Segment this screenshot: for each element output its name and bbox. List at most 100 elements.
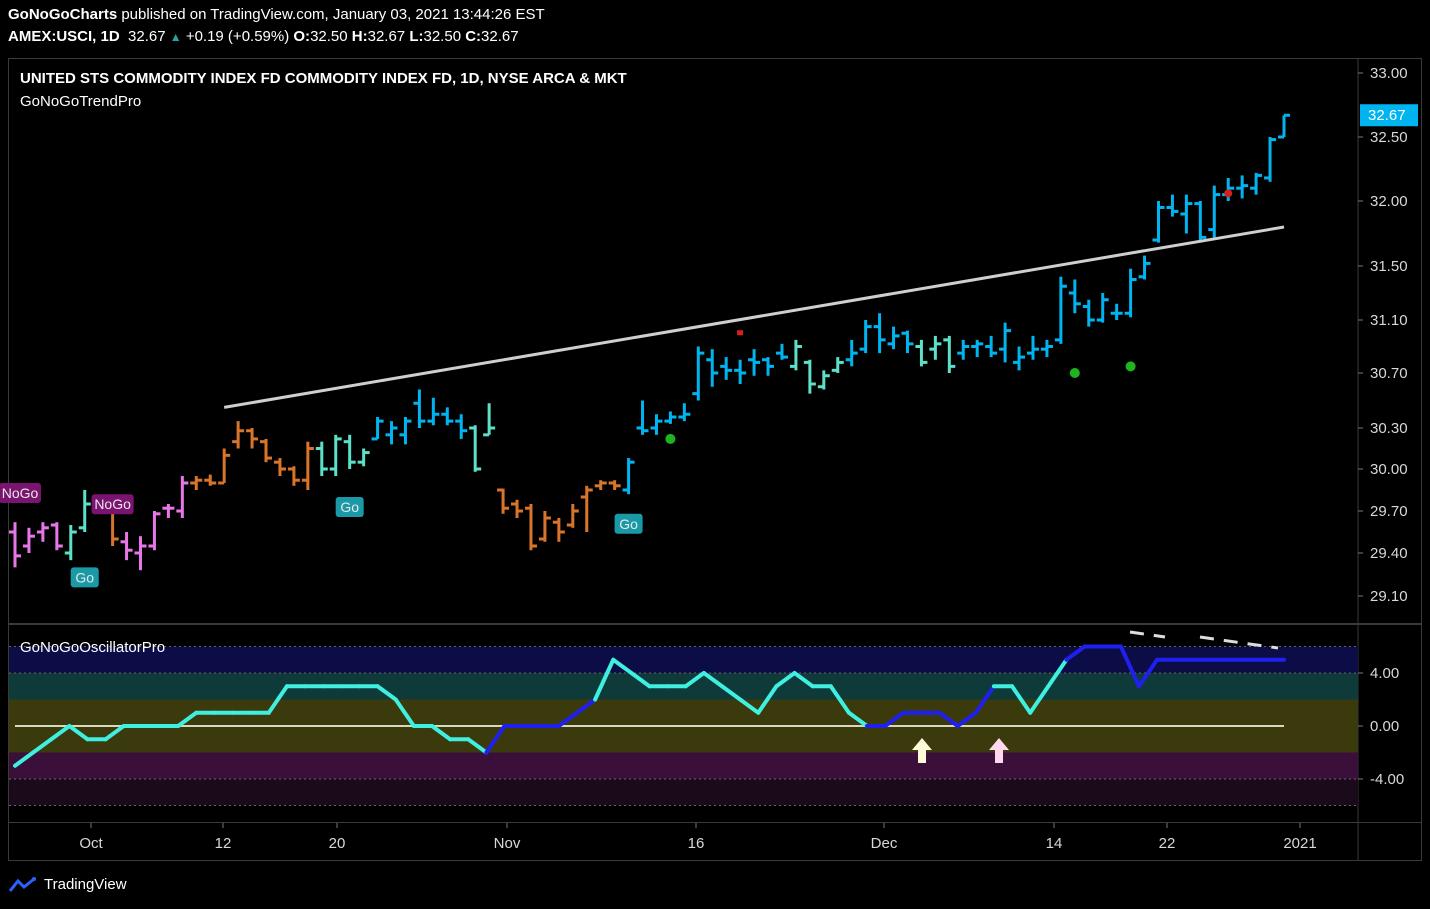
ohlc-bar [803, 359, 816, 394]
osc-line-segment [683, 671, 706, 689]
chart-header: GoNoGoCharts published on TradingView.co… [0, 0, 1430, 52]
ohlc-bar [608, 480, 621, 490]
price-change: +0.19 (+0.59%) [185, 28, 290, 45]
ohlc-bar [1054, 276, 1067, 344]
osc-line-segment [429, 724, 453, 742]
ohlc-bar [692, 346, 705, 401]
ohlc-bar [845, 339, 858, 367]
ohlc-bar [273, 458, 286, 476]
go-badge: Go [614, 513, 643, 534]
ohlc-bar [36, 522, 49, 542]
ohlc-bar [78, 490, 91, 532]
tradingview-icon [8, 876, 36, 892]
ohlc-bar [441, 407, 454, 426]
ohlc-bar [748, 349, 761, 376]
oscillator-panel[interactable] [8, 624, 1422, 823]
ohlc-bar [678, 403, 691, 422]
osc-line-segment [31, 737, 54, 755]
osc-zone-lower [9, 752, 1358, 779]
ohlc-bar [929, 335, 942, 360]
svg-text:NoGo: NoGo [94, 496, 131, 512]
ohlc-bar [706, 349, 719, 387]
time-axis[interactable] [8, 823, 1422, 861]
osc-line-segment [67, 724, 90, 742]
price-tick-label: 32.50 [1370, 129, 1408, 146]
resistance-trendline [223, 225, 1285, 409]
osc-line-segment [973, 684, 996, 715]
ohlc-bar [538, 511, 551, 542]
ohlc-bar [985, 335, 998, 358]
ohlc-bar [1180, 194, 1193, 234]
ohlc-bar [329, 434, 342, 476]
last-price-tag [1360, 104, 1418, 127]
ohlc-bar [999, 322, 1012, 363]
osc-line-segment [375, 684, 398, 702]
published-text: published on TradingView.com, January 03… [121, 6, 545, 23]
ohlc-bar [385, 421, 398, 445]
ohlc-bar [120, 532, 133, 561]
osc-line-segment [937, 710, 960, 728]
trend-indicator-title[interactable]: GoNoGoTrendPro [20, 93, 142, 110]
ohlc-bar [734, 359, 747, 384]
price-tick-label: 31.50 [1370, 258, 1408, 275]
ohlc-bar [1138, 255, 1151, 280]
nogo-badge: NoGo [0, 483, 41, 503]
price-tick-label: 30.70 [1370, 365, 1408, 382]
ohlc-bar [232, 421, 245, 449]
divergence-line [1129, 630, 1166, 639]
osc-line-segment [720, 684, 743, 702]
symbol-label[interactable]: AMEX:USCI, 1D [8, 28, 120, 45]
ohlc-bar [1068, 279, 1081, 314]
ohlc-bar [873, 313, 886, 354]
osc-line-segment [701, 671, 725, 689]
ohlc-bar [469, 425, 482, 472]
ohlc-bar [1096, 293, 1109, 323]
osc-line-segment [103, 724, 126, 742]
price-panel[interactable] [8, 58, 1422, 624]
ohlc-bar [901, 330, 914, 354]
ohlc-bar [1194, 201, 1207, 243]
ohlc-bar [664, 411, 677, 424]
ohlc-bar [176, 476, 189, 518]
osc-line-segment [611, 657, 634, 675]
osc-line-segment [593, 657, 616, 702]
tradingview-brand: TradingView [44, 876, 127, 893]
ohlc-bar [343, 434, 356, 469]
osc-line-segment [738, 697, 761, 715]
ohlc-bar [1110, 303, 1123, 320]
ohlc-bar [371, 417, 384, 441]
ohlc-bar [817, 370, 830, 390]
time-tick-label: 16 [688, 835, 705, 852]
time-tick-label: Dec [871, 835, 898, 852]
price-tick-label: 31.10 [1370, 312, 1408, 329]
ohlc-bar [1166, 194, 1179, 217]
ohlc-bar [1013, 346, 1026, 371]
osc-line-segment [574, 697, 598, 715]
ohlc-bar [427, 397, 440, 426]
ohlc-bar [511, 499, 524, 518]
tradingview-logo[interactable]: TradingView [8, 876, 127, 893]
ohlc-bar [650, 414, 663, 435]
svg-text:Go: Go [340, 499, 359, 515]
oscillator-title[interactable]: GoNoGoOscillatorPro [20, 639, 166, 656]
last-price-tag-label: 32.67 [1368, 107, 1406, 124]
ohlc-bar [831, 357, 844, 373]
up-arrow-icon [912, 738, 932, 763]
osc-line-segment [629, 671, 652, 689]
publisher-name[interactable]: GoNoGoCharts [8, 6, 118, 23]
price-tick-label: 29.10 [1370, 588, 1408, 605]
ohlc-bar [246, 428, 259, 449]
osc-line-segment [828, 684, 851, 715]
nogo-badge: NoGo [91, 494, 134, 515]
ohlc-bar [580, 485, 593, 532]
signal-dot [737, 330, 744, 336]
osc-tick-label: 4.00 [1370, 665, 1399, 682]
ohlc-bar [64, 525, 77, 561]
ohlc-bar [162, 504, 175, 518]
ohlc-bar [915, 339, 928, 367]
time-tick-label: 14 [1046, 835, 1063, 852]
ohlc-bar [762, 357, 775, 376]
ohlc-bar [148, 511, 161, 551]
ohlc-bar [399, 417, 412, 445]
